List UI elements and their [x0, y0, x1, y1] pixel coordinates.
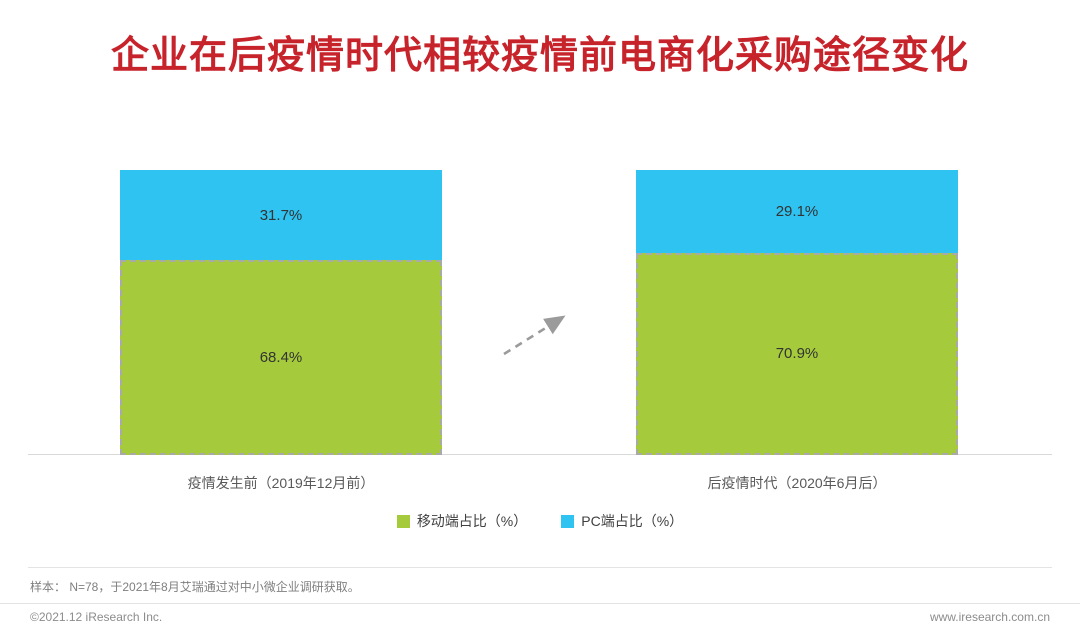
segment-mobile: 70.9%	[636, 252, 958, 455]
segment-mobile: 68.4%	[120, 260, 442, 455]
category-label-post-pandemic: 后疫情时代（2020年6月后）	[707, 475, 887, 491]
legend-item-0: 移动端占比（%）	[396, 511, 528, 531]
bar-pre-pandemic: 31.7% 68.4%	[120, 170, 442, 455]
value-label-mobile: 68.4%	[259, 349, 303, 367]
divider-footer	[0, 603, 1080, 604]
copyright: ©2021.12 iResearch Inc.	[30, 610, 163, 624]
chart-title: 企业在后疫情时代相较疫情前电商化采购途径变化	[110, 35, 969, 77]
website-link[interactable]: www.iresearch.com.cn	[929, 610, 1050, 624]
bar-post-pandemic: 29.1% 70.9%	[636, 170, 958, 455]
trend-arrow-svg	[503, 315, 566, 356]
segment-pc: 29.1%	[636, 170, 958, 253]
value-label-pc: 31.7%	[259, 206, 303, 224]
divider-sample	[28, 567, 1052, 568]
value-label-pc: 29.1%	[775, 202, 819, 220]
legend-item-1: PC端占比（%）	[561, 511, 683, 531]
axis-baseline	[28, 454, 1052, 455]
category-label-pre-pandemic: 疫情发生前（2019年12月前）	[187, 475, 375, 491]
trend-arrow-icon	[498, 306, 582, 369]
legend-label: 移动端占比（%）	[416, 513, 528, 529]
sample-note: 样本： N=78，于2021年8月艾瑞通过对中小微企业调研获取。	[30, 580, 360, 594]
segment-pc: 31.7%	[120, 170, 442, 261]
legend-swatch	[396, 514, 410, 528]
value-label-mobile: 70.9%	[775, 345, 819, 363]
chart-legend: 移动端占比（%） PC端占比（%）	[0, 511, 1080, 531]
legend-swatch	[561, 514, 575, 528]
legend-label: PC端占比（%）	[581, 513, 684, 529]
